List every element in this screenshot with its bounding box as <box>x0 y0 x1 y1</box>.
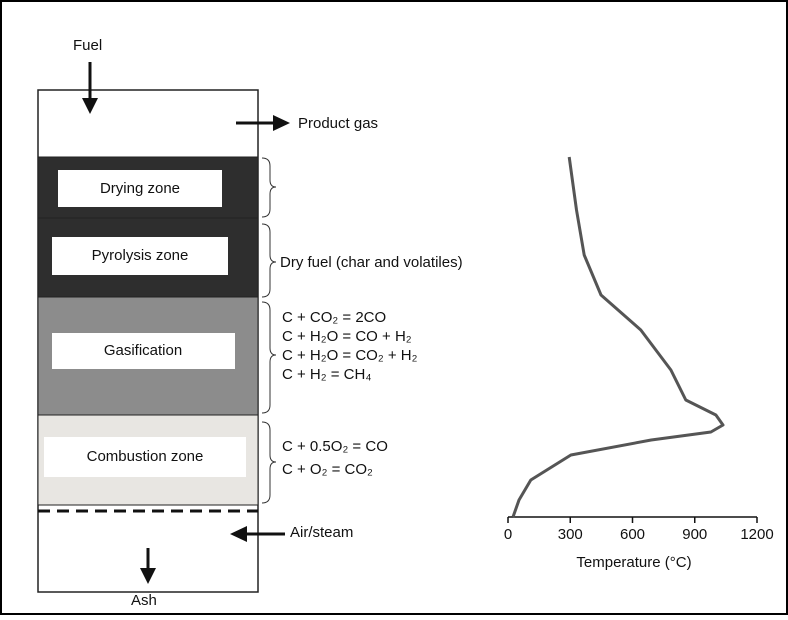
zone-label: Combustion zone <box>87 448 204 465</box>
arrow-head <box>230 526 247 542</box>
product-gas-label: Product gas <box>298 115 378 132</box>
zone-label: Drying zone <box>100 180 180 197</box>
arrow-head <box>140 568 156 584</box>
arrow-head <box>273 115 290 131</box>
reaction: C + 0.5O₂ = CO <box>282 438 388 455</box>
brace <box>261 301 277 414</box>
zone-box <box>52 333 235 369</box>
brace <box>261 421 277 504</box>
air-steam-label: Air/steam <box>290 524 353 541</box>
reaction: C + H₂O = CO + H₂ <box>282 328 412 345</box>
temperature-curve <box>511 156 725 518</box>
x-tick-label: 300 <box>558 526 583 543</box>
x-tick-label: 0 <box>504 526 512 543</box>
ash-label: Ash <box>131 592 157 609</box>
reaction: C + CO₂ = 2CO <box>282 309 386 326</box>
reaction: C + O₂ = CO₂ <box>282 461 373 478</box>
zone-box <box>52 237 228 275</box>
x-tick-label: 900 <box>682 526 707 543</box>
fuel-label: Fuel <box>73 37 102 54</box>
brace <box>261 157 277 218</box>
x-tick-label: 1200 <box>740 526 773 543</box>
arrow-head <box>82 98 98 114</box>
zone-label: Pyrolysis zone <box>92 247 189 264</box>
zone-label: Gasification <box>104 342 182 359</box>
reaction: C + H₂O = CO₂ + H₂ <box>282 347 418 364</box>
dry-fuel-label: Dry fuel (char and volatiles) <box>280 254 463 271</box>
x-tick-label: 600 <box>620 526 645 543</box>
zone-box <box>44 437 246 477</box>
zone-box <box>58 170 222 207</box>
reaction: C + H₂ = CH₄ <box>282 366 371 383</box>
brace <box>261 223 277 298</box>
x-axis-label: Temperature (°C) <box>576 554 691 571</box>
